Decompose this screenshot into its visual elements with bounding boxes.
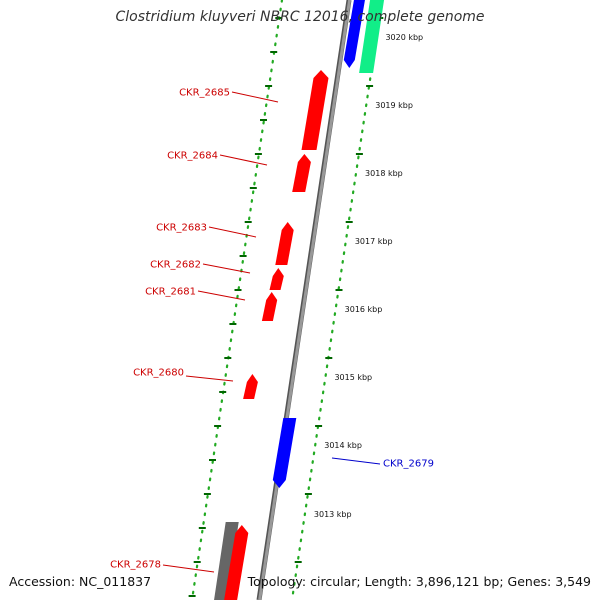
gene-leader-line: [197, 290, 246, 301]
gene-label: CKR_2681: [145, 287, 196, 298]
gene-leader-line: [185, 375, 234, 382]
kbp-tick-label: 3018 kbp: [365, 169, 403, 178]
forward-gene-feature: [269, 268, 284, 290]
gene-leader-line: [208, 226, 257, 238]
kbp-tick-label: 3020 kbp: [385, 33, 423, 42]
genome-summary-text: Topology: circular; Length: 3,896,121 bp…: [247, 574, 591, 589]
forward-gene-feature: [301, 70, 329, 150]
other-feature: [214, 522, 239, 600]
forward-gene-feature: [292, 154, 311, 192]
gene-label: CKR_2682: [150, 260, 201, 271]
backbone-line: [258, 0, 352, 600]
minor-ticks: [188, 17, 384, 597]
forward-gene-feature: [275, 222, 294, 265]
gene-label: CKR_2679: [383, 459, 434, 470]
gene-label: CKR_2680: [133, 368, 184, 379]
gene-leader-line: [202, 263, 251, 274]
gene-features: [214, 0, 385, 600]
tick-labels: 3020 kbp 3019 kbp 3018 kbp 3017 kbp 3016 kbp…: [314, 33, 423, 519]
gene-leader-line: [219, 154, 268, 166]
kbp-tick-label: 3015 kbp: [334, 373, 372, 382]
gene-labels: CKR_2685 CKR_2684 CKR_2683 CKR_2682 CKR_2681…: [110, 88, 434, 573]
kbp-tick-label: 3016 kbp: [345, 305, 383, 314]
rna-gene-feature: [359, 0, 385, 73]
gene-label: CKR_2678: [110, 560, 161, 571]
gene-label: CKR_2684: [167, 151, 218, 162]
kbp-tick-label: 3017 kbp: [355, 237, 393, 246]
kbp-tick-label: 3014 kbp: [324, 441, 362, 450]
accession-text: Accession: NC_011837: [9, 574, 152, 589]
genome-backbone: [256, 0, 352, 600]
gene-label: CKR_2683: [156, 223, 207, 234]
forward-gene-feature: [243, 374, 258, 399]
forward-gene-feature: [261, 292, 278, 321]
genome-title: Clostridium kluyveri NBRC 12016, complet…: [115, 9, 485, 25]
gene-leader-line: [231, 91, 279, 103]
forward-gene-feature: [224, 525, 249, 600]
reverse-gene-feature: [343, 0, 365, 68]
kbp-tick-label: 3013 kbp: [314, 510, 352, 519]
reverse-gene-feature: [272, 418, 297, 488]
gene-leader-line: [331, 457, 381, 465]
kbp-tick-label: 3019 kbp: [375, 101, 413, 110]
gene-leader-line: [162, 564, 215, 573]
gene-label: CKR_2685: [179, 88, 230, 99]
